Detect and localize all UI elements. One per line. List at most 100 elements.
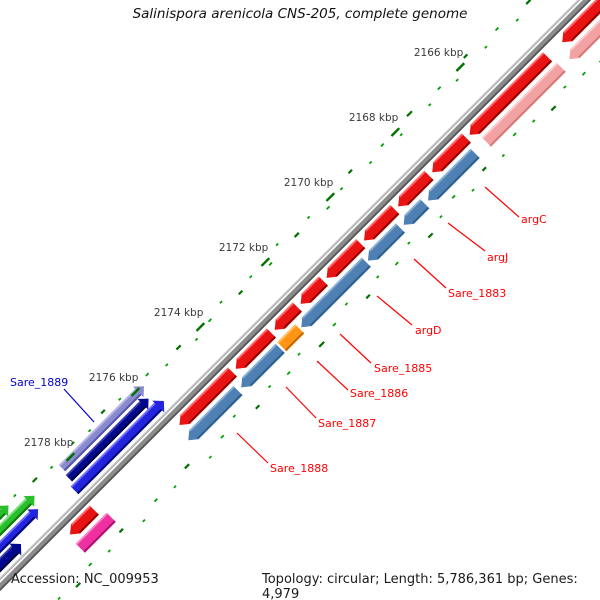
gene-label[interactable]: Sare_1883 (448, 287, 507, 300)
gene-arrow[interactable] (562, 0, 600, 43)
density-dash (13, 493, 17, 498)
gene-arrow[interactable] (301, 257, 371, 328)
density-dash (249, 274, 253, 279)
gene-arrow-bevel (70, 405, 146, 482)
kbp-tick (65, 452, 76, 462)
gene-arrow[interactable] (300, 276, 329, 304)
gene-arrow-bevel (406, 178, 434, 206)
gene-arrow[interactable] (469, 52, 553, 135)
kbp-label: 2176 kbp (88, 372, 139, 385)
gene-arrow-bevel (563, 0, 598, 34)
density-dash (275, 242, 279, 247)
gene-label[interactable]: Sare_1889 (10, 376, 69, 389)
density-dash (297, 352, 301, 356)
gene-label[interactable]: argC (521, 213, 547, 226)
density-dash (380, 143, 385, 148)
gene-arrow[interactable] (69, 505, 99, 535)
kbp-label: 2178 kbp (23, 437, 74, 449)
gene-arrow-bevel (275, 302, 295, 321)
gene-arrow-bevel (578, 34, 600, 58)
kbp-tick (195, 322, 206, 332)
gene-arrow-bevel (301, 276, 321, 295)
kbp-label: 2172 kbp (218, 242, 269, 255)
density-dash (173, 485, 177, 489)
gene-arrow-bevel (489, 70, 566, 147)
gene-arrow[interactable] (432, 133, 471, 173)
gene-arrow-bevel (284, 331, 305, 352)
gene-arrow-bevel (0, 511, 31, 544)
gene-arrow-bevel (570, 19, 600, 51)
gene-arrow-bevel (0, 545, 13, 560)
density-dash (332, 322, 337, 327)
gene-label[interactable]: Sare_1885 (374, 362, 433, 375)
gene-arrow[interactable] (326, 239, 366, 278)
kbp-tick (390, 127, 401, 137)
density-dash (232, 414, 236, 418)
gene-label[interactable]: argJ (487, 251, 509, 264)
density-dash (512, 132, 517, 137)
gene-arrow-bevel (0, 516, 36, 554)
gene-arrow[interactable] (428, 148, 480, 201)
gene-arrow-bevel (78, 513, 99, 534)
gene-arrow[interactable] (65, 398, 149, 482)
density-dash (471, 188, 475, 192)
gene-arrow[interactable] (235, 328, 277, 369)
gene-arrow[interactable] (241, 343, 285, 388)
kbp-tick (325, 192, 336, 202)
gene-arrow[interactable] (274, 302, 303, 330)
gene-arrow[interactable] (75, 512, 116, 553)
gene-label[interactable]: Sare_1886 (350, 387, 409, 400)
gene-arrow[interactable] (403, 199, 430, 225)
gene-arrow[interactable] (367, 223, 406, 261)
gene-label[interactable]: argD (415, 324, 442, 337)
gene-arrow[interactable] (179, 367, 238, 426)
label-leader-line (376, 295, 413, 326)
gene-arrow[interactable] (364, 205, 400, 241)
gene-arrow[interactable] (70, 400, 165, 495)
density-dash (184, 463, 190, 470)
density-dash (306, 215, 311, 220)
gene-arrow-bevel (277, 324, 297, 344)
density-dash (326, 205, 331, 210)
gene-arrow-bevel (83, 520, 116, 553)
label-leader-line (484, 186, 520, 218)
gene-arrow[interactable] (398, 170, 434, 207)
density-dash (406, 110, 413, 117)
kbp-label: 2174 kbp (153, 307, 204, 320)
density-dash (455, 78, 459, 82)
gene-label[interactable]: Sare_1887 (318, 417, 377, 430)
density-dash (501, 153, 506, 158)
gene-arrow-bevel (429, 148, 472, 192)
gene-arrow-bevel (188, 375, 237, 424)
density-dash (220, 434, 225, 439)
density-dash (207, 318, 212, 323)
density-dash (394, 261, 399, 266)
gene-arrow-bevel (470, 52, 545, 126)
gene-arrow-bevel (63, 393, 142, 472)
density-dash (238, 289, 244, 296)
gene-label[interactable]: Sare_1888 (270, 462, 329, 475)
gene-arrow[interactable] (58, 386, 144, 472)
gene-arrow[interactable] (481, 62, 566, 147)
gene-arrow-bevel (0, 552, 19, 573)
kbp-tick (130, 387, 141, 397)
density-dash (49, 465, 54, 470)
label-leader-line (236, 432, 269, 464)
density-dash (427, 232, 434, 239)
gene-arrow-bevel (372, 212, 400, 240)
density-dash (153, 498, 158, 503)
density-dash (563, 85, 567, 89)
gene-arrow-bevel (0, 503, 32, 537)
label-leader-line (339, 333, 372, 364)
gene-arrow-bevel (376, 231, 405, 260)
density-dash (267, 384, 272, 389)
gene-arrow-bevel (70, 402, 156, 488)
density-dash (439, 214, 443, 219)
density-dash (268, 261, 273, 267)
gene-arrow[interactable] (277, 324, 305, 352)
gene-arrow[interactable] (188, 385, 243, 441)
